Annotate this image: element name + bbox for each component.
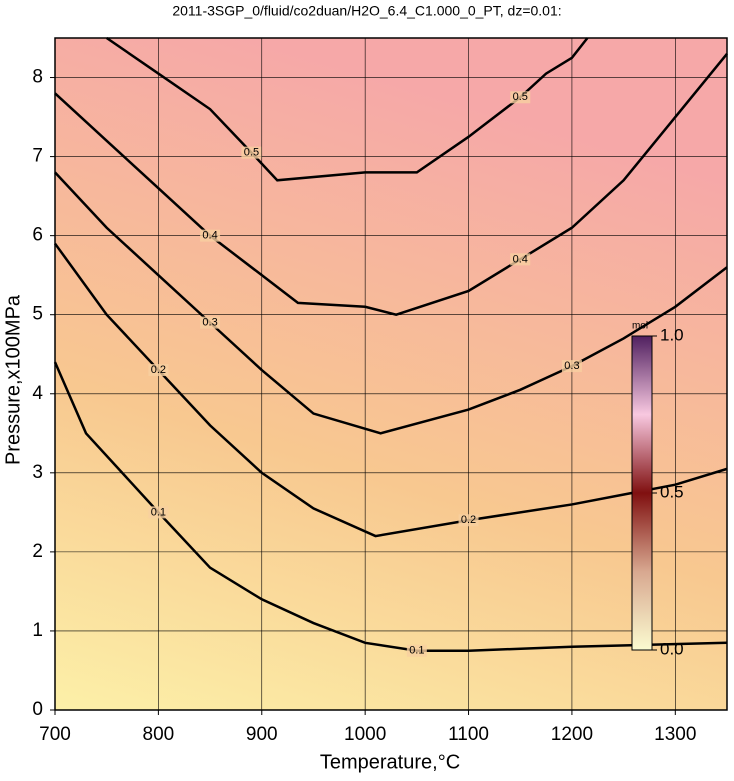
y-tick-label: 0 [32, 699, 43, 720]
contour-label: 0.1 [409, 645, 424, 657]
x-tick-label: 1200 [551, 724, 593, 745]
y-tick-label: 2 [32, 541, 43, 562]
x-tick-label: 900 [246, 724, 278, 745]
y-tick-label: 8 [32, 67, 43, 88]
x-axis-label: Temperature,°C [320, 751, 460, 773]
contour-label-bg [510, 91, 531, 104]
colorbar [631, 335, 653, 651]
contour-label: 0.1 [151, 506, 166, 518]
x-tick-label: 1100 [448, 724, 489, 745]
contour-label: 0.4 [202, 230, 217, 242]
contour-label: 0.3 [202, 317, 217, 329]
contour-line [53, 361, 728, 652]
contour-label: 0.5 [513, 91, 528, 103]
contour-label-bg [148, 364, 169, 377]
colorbar-tick-label: 0.0 [660, 639, 684, 658]
contour-label-bg [406, 644, 427, 657]
contour-line [53, 242, 728, 538]
y-tick-label: 6 [32, 225, 43, 246]
contour-label-bg [458, 514, 479, 527]
contour-label: 0.3 [564, 360, 579, 372]
contour-label-bg [561, 360, 582, 373]
x-tick-label: 1000 [344, 724, 386, 745]
contour-label-bg [200, 316, 221, 329]
plot-frame [54, 37, 728, 711]
contour-line [54, 53, 728, 317]
contour-line [54, 171, 728, 435]
x-tick-label: 800 [143, 724, 175, 745]
contour-label: 0.2 [151, 364, 166, 376]
colorbar-tick-label: 1.0 [660, 325, 684, 344]
y-tick-label: 7 [32, 146, 43, 167]
contour-label: 0.5 [244, 147, 259, 159]
x-tick-label: 700 [39, 724, 71, 745]
contour-label: 0.4 [513, 253, 528, 265]
y-tick-label: 1 [32, 620, 43, 641]
y-tick-label: 3 [32, 462, 43, 483]
colorbar-label: mol [632, 321, 648, 332]
contour-label-bg [148, 506, 169, 519]
contour-label-bg [510, 253, 531, 266]
y-tick-label: 5 [32, 304, 43, 325]
x-tick-label: 1300 [654, 724, 696, 745]
contour-label: 0.2 [461, 514, 476, 526]
colorbar-tick-label: 0.5 [660, 482, 684, 501]
y-tick-label: 4 [32, 383, 43, 404]
chart-title: 2011-3SGP_0/fluid/co2duan/H2O_6.4_C1.000… [172, 3, 561, 19]
contour-label-bg [200, 229, 221, 242]
y-axis-label: Pressure,x100MPa [2, 294, 24, 465]
contour-line [105, 36, 589, 182]
contour-label-bg [241, 146, 262, 159]
